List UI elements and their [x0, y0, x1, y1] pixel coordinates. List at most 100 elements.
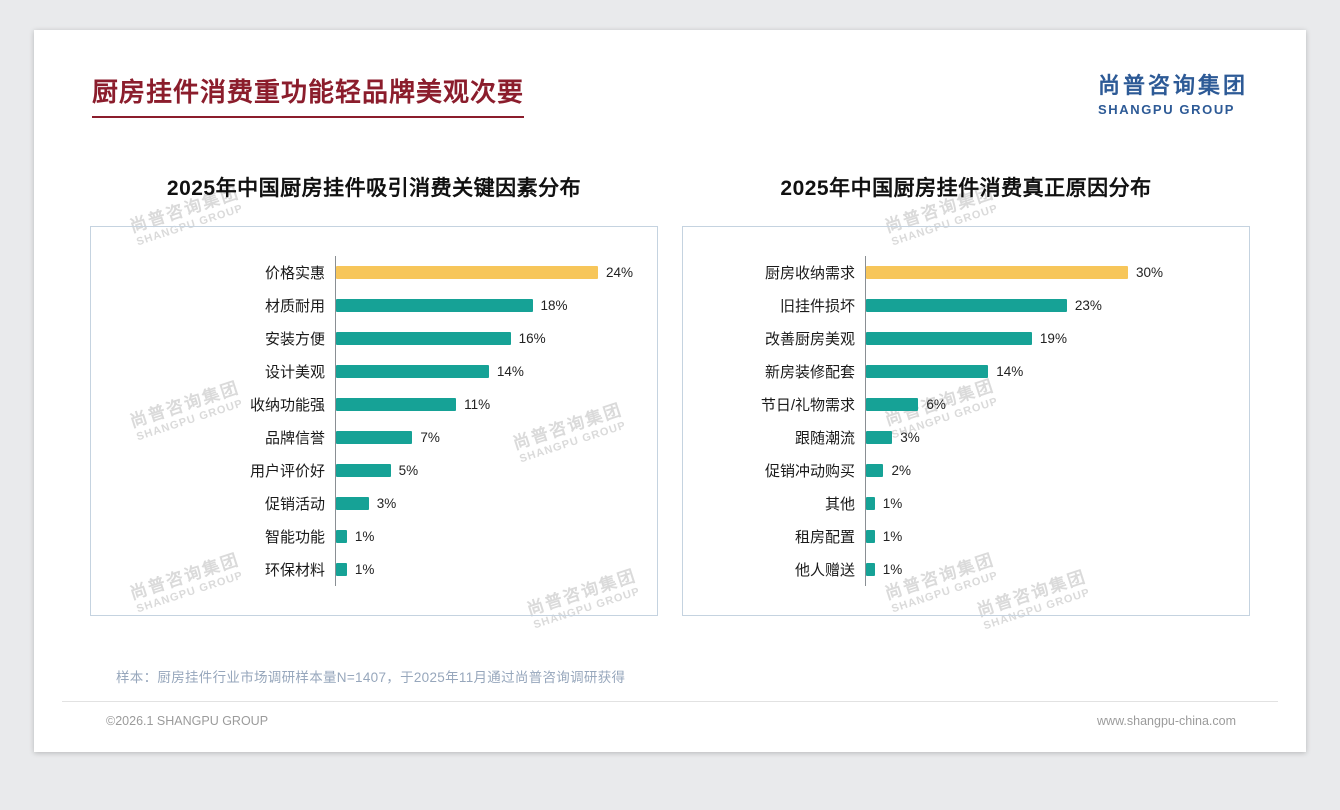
value-label: 18%	[540, 298, 568, 313]
page-title: 厨房挂件消费重功能轻品牌美观次要	[92, 72, 525, 118]
value-label: 24%	[606, 265, 634, 280]
bar-area: 6%	[865, 388, 1239, 421]
bar-area: 1%	[865, 553, 1239, 586]
category-label: 他人赠送	[794, 562, 855, 579]
bar-row: 租房配置 1%	[697, 520, 1239, 553]
value-label: 1%	[354, 529, 375, 544]
bar	[336, 464, 391, 477]
category-label: 租房配置	[794, 529, 855, 546]
bar-row: 他人赠送 1%	[697, 553, 1239, 586]
bar-row: 旧挂件损坏 23%	[697, 289, 1239, 322]
category-label: 其他	[824, 496, 855, 513]
bar	[866, 365, 989, 378]
value-label: 6%	[926, 397, 946, 412]
bar	[866, 530, 875, 543]
bar	[866, 266, 1128, 279]
left-chart: 2025年中国厨房挂件吸引消费关键因素分布 价格实惠 24% 材质耐用 18% 安装方便…	[90, 172, 658, 616]
bar-area: 3%	[865, 421, 1239, 454]
bar	[336, 365, 489, 378]
value-label: 14%	[496, 364, 524, 379]
category-label: 安装方便	[264, 331, 325, 348]
bar	[866, 398, 919, 411]
bar	[336, 266, 598, 279]
category-label: 节日/礼物需求	[760, 397, 855, 414]
copyright-text: ©2026.1 SHANGPU GROUP	[106, 714, 269, 728]
category-label: 收纳功能强	[249, 397, 325, 414]
bar-row: 设计美观 14%	[105, 355, 647, 388]
bar	[336, 332, 511, 345]
bar-area: 5%	[335, 454, 647, 487]
bar-area: 7%	[335, 421, 647, 454]
bar-area: 19%	[865, 322, 1239, 355]
value-label: 7%	[420, 430, 440, 445]
value-label: 16%	[518, 331, 546, 346]
bar-row: 安装方便 16%	[105, 322, 647, 355]
value-label: 1%	[882, 496, 903, 511]
bar-area: 1%	[335, 553, 647, 586]
value-label: 1%	[882, 562, 903, 577]
value-label: 30%	[1136, 265, 1164, 280]
right-chart-title: 2025年中国厨房挂件消费真正原因分布	[780, 177, 1152, 200]
value-label: 19%	[1039, 331, 1067, 346]
right-chart-panel: 厨房收纳需求 30% 旧挂件损坏 23% 改善厨房美观 19% 新房装修配套 14% 节日/礼物…	[682, 226, 1250, 616]
bar-area: 24%	[335, 256, 647, 289]
bar	[336, 431, 413, 444]
bar-area: 2%	[865, 454, 1239, 487]
footer: ©2026.1 SHANGPU GROUP www.shangpu-china.…	[34, 702, 1306, 728]
charts-row: 2025年中国厨房挂件吸引消费关键因素分布 价格实惠 24% 材质耐用 18% 安装方便…	[34, 172, 1306, 616]
logo-english-text: SHANGPU GROUP	[1097, 102, 1236, 117]
bar-row: 跟随潮流 3%	[697, 421, 1239, 454]
bar-area: 11%	[335, 388, 647, 421]
bar-row: 环保材料 1%	[105, 553, 647, 586]
bar-row: 智能功能 1%	[105, 520, 647, 553]
bar-area: 18%	[335, 289, 647, 322]
sample-footnote: 样本：厨房挂件行业市场调研样本量N=1407，于2025年11月通过尚普咨询调研…	[116, 670, 626, 685]
category-label: 价格实惠	[264, 265, 325, 282]
category-label: 智能功能	[264, 529, 325, 546]
category-label: 用户评价好	[249, 463, 325, 480]
bar-row: 收纳功能强 11%	[105, 388, 647, 421]
bar-area: 1%	[335, 520, 647, 553]
category-label: 改善厨房美观	[764, 331, 855, 348]
category-label: 品牌信誉	[264, 430, 325, 447]
bar-row: 其他 1%	[697, 487, 1239, 520]
value-label: 2%	[891, 463, 911, 478]
company-logo: 尚普咨询集团 SHANGPU GROUP	[1098, 68, 1248, 117]
header: 厨房挂件消费重功能轻品牌美观次要 尚普咨询集团 SHANGPU GROUP	[34, 30, 1306, 118]
bar-area: 3%	[335, 487, 647, 520]
value-label: 3%	[376, 496, 397, 511]
bar-row: 促销活动 3%	[105, 487, 647, 520]
bar	[866, 299, 1067, 312]
bar-area: 23%	[865, 289, 1239, 322]
bar-area: 14%	[335, 355, 647, 388]
bar-row: 新房装修配套 14%	[697, 355, 1239, 388]
category-label: 促销冲动购买	[764, 463, 855, 480]
value-label: 23%	[1074, 298, 1102, 313]
bar-row: 品牌信誉 7%	[105, 421, 647, 454]
bar	[336, 497, 369, 510]
slide-card: 厨房挂件消费重功能轻品牌美观次要 尚普咨询集团 SHANGPU GROUP 20…	[34, 30, 1306, 752]
left-chart-panel: 价格实惠 24% 材质耐用 18% 安装方便 16% 设计美观 14% 收纳功能强 11% 品牌信誉…	[90, 226, 658, 616]
category-label: 材质耐用	[264, 298, 325, 315]
bar-area: 14%	[865, 355, 1239, 388]
value-label: 1%	[354, 562, 375, 577]
bar-row: 价格实惠 24%	[105, 256, 647, 289]
category-label: 新房装修配套	[764, 364, 855, 381]
bar-area: 30%	[865, 256, 1239, 289]
bar-area: 16%	[335, 322, 647, 355]
logo-chinese-text: 尚普咨询集团	[1097, 73, 1248, 98]
left-chart-title: 2025年中国厨房挂件吸引消费关键因素分布	[166, 177, 582, 200]
bar-row: 用户评价好 5%	[105, 454, 647, 487]
value-label: 5%	[398, 463, 419, 478]
right-chart: 2025年中国厨房挂件消费真正原因分布 厨房收纳需求 30% 旧挂件损坏 23% 改善厨…	[682, 172, 1250, 616]
value-label: 14%	[996, 364, 1024, 379]
value-label: 11%	[464, 397, 491, 412]
bar	[866, 431, 893, 444]
category-label: 环保材料	[264, 562, 325, 579]
category-label: 厨房收纳需求	[764, 265, 855, 282]
category-label: 促销活动	[264, 496, 325, 513]
bar	[336, 299, 533, 312]
category-label: 旧挂件损坏	[779, 298, 855, 315]
bar	[866, 563, 875, 576]
bar	[336, 398, 457, 411]
